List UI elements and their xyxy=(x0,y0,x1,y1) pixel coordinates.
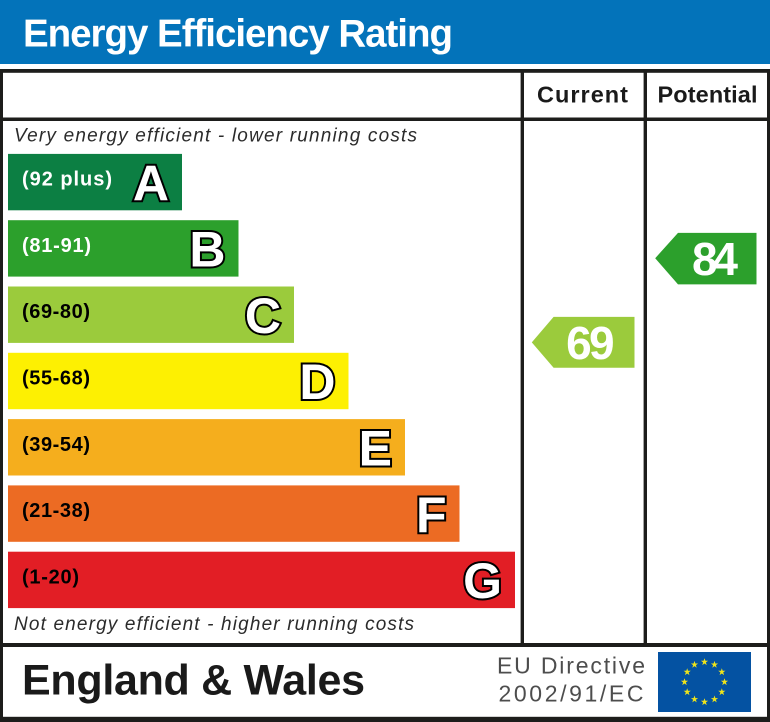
svg-text:(92 plus): (92 plus) xyxy=(22,169,112,191)
svg-text:England & Wales: England & Wales xyxy=(22,657,365,705)
svg-text:2002/91/EC: 2002/91/EC xyxy=(499,681,644,707)
svg-text:D: D xyxy=(299,354,335,410)
svg-text:69: 69 xyxy=(566,317,615,369)
svg-text:A: A xyxy=(133,155,169,211)
svg-text:Very energy efficient - lower: Very energy efficient - lower running co… xyxy=(14,126,418,147)
svg-text:(55-68): (55-68) xyxy=(22,368,90,390)
svg-text:(21-38): (21-38) xyxy=(22,500,90,522)
svg-text:(81-91): (81-91) xyxy=(22,235,91,257)
svg-text:84: 84 xyxy=(692,233,738,285)
svg-text:Not energy efficient - higher: Not energy efficient - higher running co… xyxy=(14,614,415,635)
svg-text:G: G xyxy=(463,553,502,609)
svg-text:(39-54): (39-54) xyxy=(22,434,90,456)
svg-text:E: E xyxy=(359,421,392,477)
svg-text:C: C xyxy=(245,288,281,344)
svg-text:Current: Current xyxy=(537,81,628,107)
svg-text:(69-80): (69-80) xyxy=(22,301,90,323)
svg-text:EU Directive: EU Directive xyxy=(497,652,645,678)
svg-text:(1-20): (1-20) xyxy=(22,566,79,588)
svg-text:Potential: Potential xyxy=(658,81,758,107)
svg-text:F: F xyxy=(416,487,447,543)
svg-text:B: B xyxy=(189,222,225,278)
svg-text:Energy Efficiency Rating: Energy Efficiency Rating xyxy=(23,12,453,55)
